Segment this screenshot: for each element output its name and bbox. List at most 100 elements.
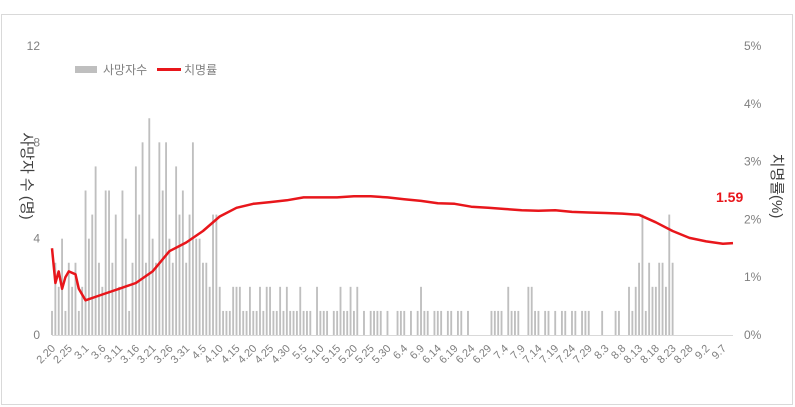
bar-deaths: [242, 310, 245, 335]
bar-deaths: [94, 166, 97, 335]
x-tick-label: 9.2: [693, 343, 712, 362]
bar-deaths: [349, 286, 352, 335]
bar-deaths: [181, 190, 184, 335]
bar-deaths: [342, 310, 345, 335]
bar-deaths: [222, 310, 225, 335]
bar-deaths: [114, 214, 117, 335]
bar-deaths: [98, 262, 100, 335]
x-tick-label: 6.29: [471, 343, 495, 367]
bar-deaths: [661, 262, 664, 335]
bar-deaths: [285, 286, 288, 335]
bar-deaths: [614, 310, 617, 335]
y-right-tick-label: 5%: [744, 39, 762, 53]
bar-deaths: [332, 310, 335, 335]
bar-deaths: [108, 190, 110, 335]
bar-deaths: [648, 262, 651, 335]
bar-deaths: [151, 238, 154, 335]
bar-deaths: [346, 310, 349, 335]
bar-deaths: [379, 310, 382, 335]
bar-deaths: [671, 262, 674, 335]
bar-deaths: [158, 142, 161, 335]
bar-deaths: [644, 310, 647, 335]
bar-deaths: [373, 310, 375, 335]
bar-deaths: [269, 286, 271, 335]
bar-deaths: [574, 310, 577, 335]
bar-deaths: [658, 262, 661, 335]
bar-deaths: [84, 190, 87, 335]
bar-deaths: [376, 310, 379, 335]
x-tick-label: 8.28: [672, 343, 696, 367]
bar-deaths: [292, 310, 295, 335]
bar-deaths: [554, 310, 557, 335]
bar-deaths: [309, 310, 312, 335]
y-right-tick-label: 1%: [744, 270, 762, 284]
x-tick-label: 6.4: [391, 343, 410, 362]
bar-deaths: [101, 286, 104, 335]
bar-deaths: [238, 286, 241, 335]
bar-deaths: [410, 310, 412, 335]
bar-deaths: [493, 310, 496, 335]
bar-deaths: [433, 310, 436, 335]
x-tick-label: 7.4: [492, 343, 511, 362]
y-left-tick-label: 12: [27, 39, 41, 53]
bar-deaths: [165, 142, 167, 335]
bar-deaths: [249, 286, 251, 335]
bar-deaths: [265, 286, 268, 335]
bar-deaths: [403, 310, 406, 335]
legend-swatch-deaths: [75, 66, 97, 73]
bar-deaths: [104, 190, 107, 335]
y-left-tick-label: 8: [33, 135, 40, 149]
bar-deaths: [215, 214, 218, 335]
bar-deaths: [426, 310, 429, 335]
bar-deaths: [262, 310, 265, 335]
bar-deaths: [571, 310, 573, 335]
bar-deaths: [560, 310, 563, 335]
bar-deaths: [534, 310, 536, 335]
chart-border: [1, 14, 793, 405]
y-right-tick-label: 0%: [744, 328, 762, 342]
bar-deaths: [168, 238, 171, 335]
x-tick-label: 9.7: [710, 343, 729, 362]
bar-deaths: [423, 310, 426, 335]
bar-deaths: [111, 262, 114, 335]
bar-deaths: [275, 310, 278, 335]
bar-deaths: [67, 262, 70, 335]
x-tick-label: 5.30: [370, 343, 394, 367]
bar-deaths: [420, 286, 422, 335]
bar-deaths: [460, 310, 463, 335]
legend: 사망자수 치명률: [75, 63, 217, 77]
bar-deaths: [601, 310, 604, 335]
bar-deaths: [178, 214, 181, 335]
bar-deaths: [255, 310, 258, 335]
bar-deaths: [225, 310, 228, 335]
bar-deaths: [500, 310, 503, 335]
bar-deaths: [450, 310, 453, 335]
y-right-tick-label: 3%: [744, 155, 762, 169]
bar-deaths: [587, 310, 590, 335]
bar-deaths: [651, 286, 654, 335]
bar-deaths: [198, 238, 201, 335]
x-tick-label: 8.3: [592, 343, 611, 362]
legend-label-fatality-rate: 치명률: [184, 63, 217, 77]
bar-deaths: [289, 310, 292, 335]
x-tick-label: 4.30: [269, 343, 293, 367]
bar-deaths: [188, 214, 191, 335]
bar-deaths: [299, 286, 302, 335]
bar-deaths: [185, 262, 188, 335]
x-tick-label: 7.29: [571, 343, 595, 367]
bar-deaths: [175, 166, 178, 335]
bar-deaths: [668, 214, 671, 335]
bar-deaths: [319, 310, 322, 335]
bar-deaths: [514, 310, 516, 335]
bar-deaths: [339, 286, 342, 335]
bar-deaths: [547, 310, 550, 335]
bar-deaths: [631, 310, 634, 335]
bar-deaths: [326, 310, 329, 335]
bar-deaths: [118, 286, 121, 335]
bar-deaths: [456, 310, 459, 335]
bar-deaths: [316, 286, 318, 335]
line-series-fatality-rate: [50, 195, 734, 302]
bar-deaths: [131, 262, 134, 335]
annotation-last-rate: 1.59: [716, 189, 743, 205]
